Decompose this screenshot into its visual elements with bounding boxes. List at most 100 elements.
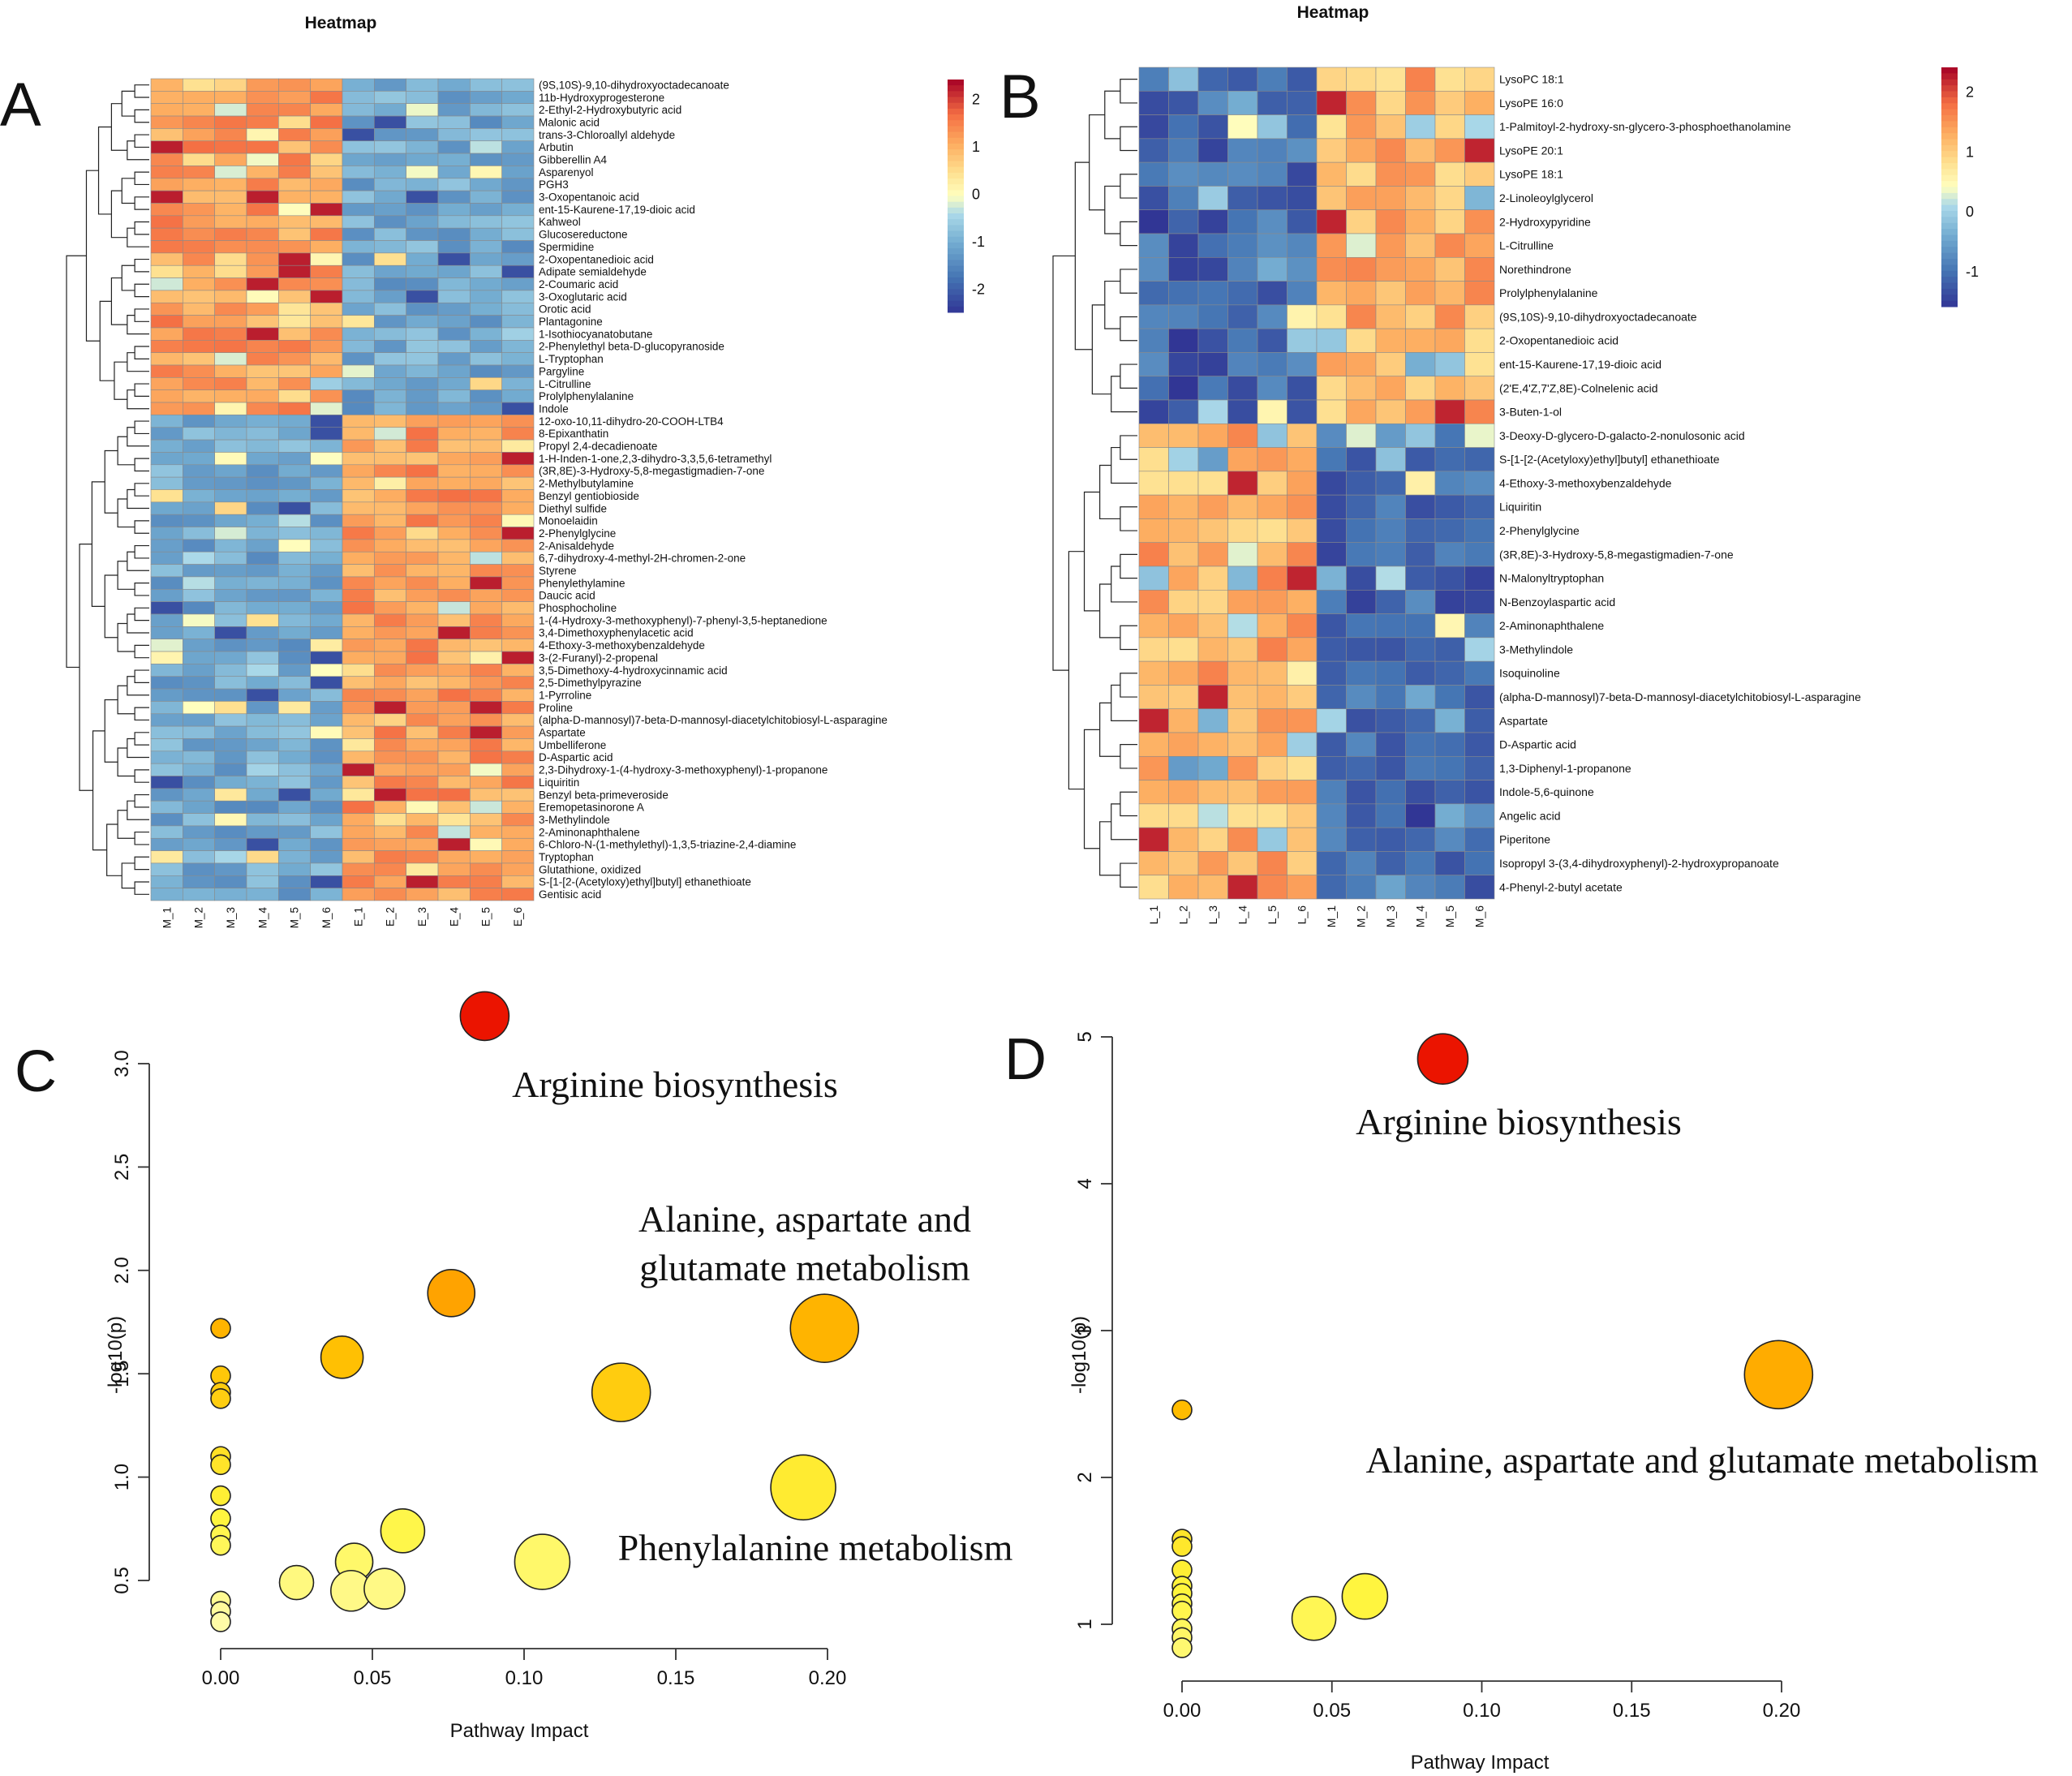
- heatmap-cell: [374, 277, 406, 291]
- heatmap-cell: [470, 613, 502, 627]
- heatmap-cell: [1257, 542, 1287, 567]
- heatmap-cell: [1257, 161, 1287, 187]
- heatmap-cell: [1405, 685, 1436, 710]
- legend-swatch: [1941, 139, 1958, 146]
- heatmap-cell: [406, 103, 439, 117]
- heatmap-cell: [1316, 637, 1347, 662]
- heatmap-row-label: Umbelliferone: [539, 739, 606, 751]
- heatmap-cell: [1287, 494, 1318, 519]
- heatmap-cell: [1434, 685, 1465, 710]
- dendrogram-branch: [110, 190, 127, 239]
- heatmap-cell: [342, 613, 375, 627]
- heatmap-cell: [374, 588, 406, 602]
- dendrogram-branch: [134, 583, 149, 596]
- legend-swatch: [948, 242, 964, 249]
- heatmap-cell: [406, 639, 439, 652]
- heatmap-cell: [1227, 589, 1258, 614]
- heatmap-cell: [470, 439, 502, 453]
- heatmap-cell: [437, 738, 471, 752]
- heatmap-cell: [150, 564, 183, 578]
- heatmap-cell: [310, 452, 343, 466]
- heatmap-cell: [1375, 161, 1406, 187]
- heatmap-cell: [1434, 471, 1465, 496]
- heatmap-cell: [470, 825, 502, 839]
- heatmap-row-label: Prolylphenylalanine: [1499, 286, 1598, 299]
- heatmap-cell: [374, 825, 406, 839]
- heatmap-cell: [1346, 376, 1377, 401]
- heatmap-row-label: 3-Deoxy-D-glycero-D-galacto-2-nonulosoni…: [1499, 429, 1745, 442]
- heatmap-cell: [150, 115, 183, 129]
- heatmap-cell: [1227, 851, 1258, 876]
- scatter-c-annotation-arginine: Arginine biosynthesis: [512, 1064, 838, 1105]
- heatmap-cell: [470, 738, 502, 752]
- heatmap-cell: [1375, 233, 1406, 258]
- heatmap-cell: [1227, 90, 1258, 115]
- heatmap-cell: [406, 227, 439, 241]
- heatmap-cell: [406, 464, 439, 478]
- heatmap-cell: [1405, 755, 1436, 780]
- heatmap-cell: [374, 776, 406, 789]
- heatmap-cell: [406, 315, 439, 329]
- heatmap-cell: [1138, 471, 1169, 496]
- heatmap-cell: [278, 539, 311, 553]
- dendrogram-branch: [117, 436, 135, 466]
- heatmap-cell: [406, 489, 439, 503]
- heatmap-cell: [150, 452, 183, 466]
- heatmap-cell: [1464, 281, 1495, 306]
- heatmap-cell: [150, 850, 183, 864]
- heatmap-cell: [437, 464, 471, 478]
- heatmap-cell: [310, 203, 343, 217]
- heatmap-cell: [342, 91, 375, 104]
- heatmap-cell: [406, 725, 439, 739]
- heatmap-cell: [1316, 542, 1347, 567]
- heatmap-cell: [278, 364, 311, 378]
- heatmap-cell: [150, 713, 183, 727]
- heatmap-cell: [246, 302, 279, 316]
- heatmap-cell: [470, 290, 502, 303]
- heatmap-cell: [1287, 660, 1318, 686]
- heatmap-row-label: LysoPE 20:1: [1499, 144, 1563, 157]
- heatmap-cell: [1464, 186, 1495, 211]
- legend-swatch: [948, 80, 964, 86]
- dendrogram-branch: [106, 823, 123, 876]
- heatmap-cell: [1464, 708, 1495, 733]
- heatmap-cell: [214, 750, 247, 764]
- heatmap-cell: [183, 439, 215, 453]
- heatmap-cell: [374, 875, 406, 888]
- heatmap-cell: [1316, 494, 1347, 519]
- heatmap-cell: [214, 725, 247, 739]
- heatmap-cell: [501, 639, 535, 652]
- heatmap-cell: [214, 240, 247, 254]
- heatmap-row-label: 2,3-Dihydroxy-1-(4-hydroxy-3-methoxyphen…: [539, 764, 828, 776]
- heatmap-cell: [1197, 471, 1228, 496]
- heatmap-cell: [501, 427, 535, 441]
- heatmap-cell: [278, 862, 311, 876]
- heatmap-cell: [310, 352, 343, 366]
- legend-tick-label: -2: [972, 282, 985, 298]
- heatmap-cell: [150, 327, 183, 341]
- heatmap-cell: [214, 277, 247, 291]
- heatmap-cell: [310, 277, 343, 291]
- heatmap-cell: [150, 651, 183, 664]
- heatmap-cell: [342, 227, 375, 241]
- heatmap-cell: [1168, 660, 1199, 686]
- heatmap-cell: [1316, 565, 1347, 591]
- heatmap-b-title: Heatmap: [1297, 3, 1369, 22]
- heatmap-cell: [246, 788, 279, 802]
- heatmap-cell: [214, 327, 247, 341]
- dendrogram-branch: [1099, 702, 1120, 757]
- heatmap-row-label: Gibberellin A4: [539, 153, 608, 166]
- pathway-point: [380, 1508, 426, 1554]
- heatmap-cell: [1138, 589, 1169, 614]
- heatmap-cell: [342, 825, 375, 839]
- heatmap-cell: [1138, 281, 1169, 306]
- heatmap-cell: [1168, 803, 1199, 828]
- legend-swatch: [948, 201, 964, 209]
- heatmap-cell: [1168, 708, 1199, 733]
- heatmap-cell: [1464, 613, 1495, 639]
- heatmap-row-label: Isoquinoline: [1499, 667, 1560, 680]
- heatmap-cell: [501, 252, 535, 266]
- heatmap-cell: [1197, 209, 1228, 234]
- heatmap-cell: [278, 439, 311, 453]
- heatmap-cell: [150, 91, 183, 104]
